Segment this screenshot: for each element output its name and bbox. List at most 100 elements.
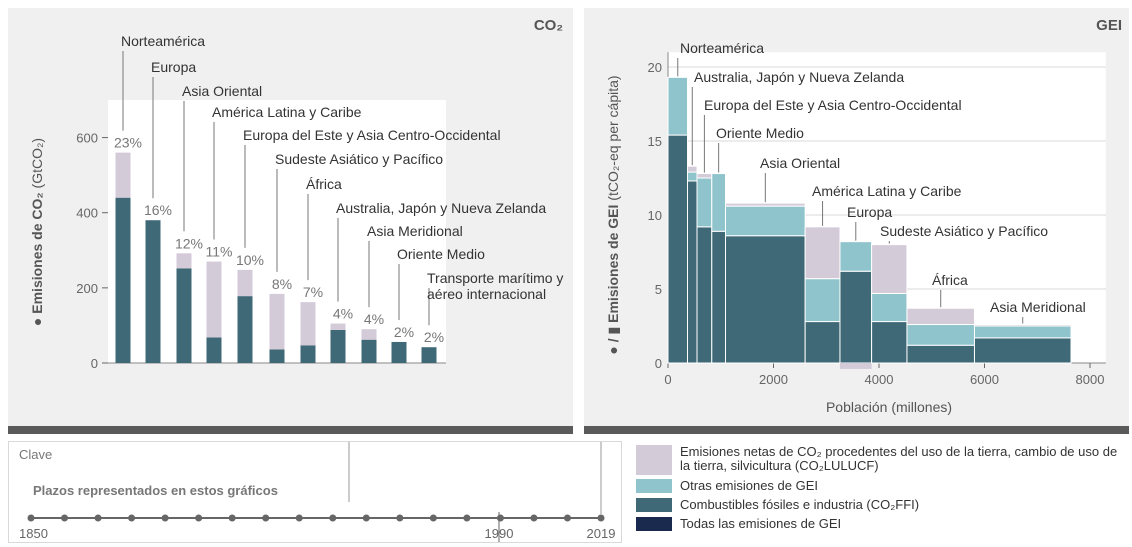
ghg-block-other xyxy=(906,324,975,346)
ghg-block-fossil xyxy=(839,270,873,364)
co2-percent-label: 4% xyxy=(364,311,384,327)
legend-label-lulucf: Emisiones netas de CO₂ procedentes del u… xyxy=(680,444,1118,473)
co2-y-tick-label: 600 xyxy=(76,131,98,146)
timeline-dot xyxy=(563,514,571,522)
timeline-dot xyxy=(362,514,370,522)
ghg-y-tick-label: 10 xyxy=(648,208,662,223)
co2-percent-label: 2% xyxy=(394,324,414,340)
ghg-region-label: Sudeste Asiático y Pacífico xyxy=(880,223,1048,239)
legend-swatch-lulucf xyxy=(636,445,672,475)
timeline-dot xyxy=(61,514,69,522)
legend-item-lulucf: Emisiones netas de CO₂ procedentes del u… xyxy=(636,445,1126,475)
timeline-dot xyxy=(329,514,337,522)
co2-category-label: Oriente Medio xyxy=(397,246,485,262)
co2-bar-lulucf xyxy=(176,253,192,269)
ghg-block-other xyxy=(711,173,726,232)
year-mid: 1990 xyxy=(485,526,514,541)
ghg-block-fossil xyxy=(711,230,726,364)
ghg-block-fossil xyxy=(696,226,713,364)
co2-category-label: Norteamérica xyxy=(121,33,205,49)
ghg-region-label: Europa del Este y Asia Centro-Occidental xyxy=(704,97,962,113)
timeline-dot xyxy=(597,514,605,522)
ghg-block-fossil xyxy=(871,321,908,364)
legend: Emisiones netas de CO₂ procedentes del u… xyxy=(636,445,1126,533)
ghg-block-other xyxy=(687,171,698,182)
co2-category-label: América Latina y Caribe xyxy=(212,104,362,120)
ghg-y-axis-label: ● / ▮ Emisiones de GEI (tCO₂-eq per cápi… xyxy=(605,75,621,354)
timeline-dot xyxy=(496,514,504,522)
timeline-dot xyxy=(27,514,35,522)
co2-y-tick-label: 0 xyxy=(91,356,98,371)
co2-bar-lulucf xyxy=(361,329,377,340)
legend-label-fossil: Combustibles fósiles e industria (CO₂FFI… xyxy=(680,497,920,512)
ghg-region-label: Oriente Medio xyxy=(716,125,804,141)
timeline-dot xyxy=(228,514,236,522)
co2-percent-label: 11% xyxy=(206,244,233,260)
ghg-y-tick-label: 20 xyxy=(648,60,662,75)
timeline-dot xyxy=(429,514,437,522)
co2-bar-fossil xyxy=(269,349,285,363)
co2-percent-label: 8% xyxy=(272,276,292,292)
co2-category-label: Transporte marítimo y xyxy=(427,270,563,286)
ghg-region-label: Norteamérica xyxy=(680,40,764,56)
ghg-block-other xyxy=(667,76,689,136)
ghg-block-fossil xyxy=(804,321,841,364)
co2-bar-lulucf xyxy=(115,152,131,198)
co2-bar-fossil xyxy=(391,341,407,363)
ghg-block-other xyxy=(839,241,873,272)
co2-percent-label: 10% xyxy=(236,252,264,268)
co2-bar-fossil xyxy=(176,268,192,363)
co2-bar-fossil xyxy=(145,220,161,363)
co2-bar-fossil xyxy=(330,329,346,363)
ghg-y-tick-label: 5 xyxy=(655,282,662,297)
co2-percent-label: 16% xyxy=(144,202,172,218)
ghg-x-axis-label: Población (millones) xyxy=(826,399,952,415)
ghg-y-tick-label: 15 xyxy=(648,134,662,149)
ghg-block-fossil xyxy=(906,344,975,364)
ghg-x-tick-label: 2000 xyxy=(759,372,788,387)
ghg-x-tick-label: 4000 xyxy=(865,372,894,387)
co2-percent-label: 12% xyxy=(175,235,203,251)
co2-bar-fossil xyxy=(300,345,316,363)
ghg-block-fossil xyxy=(724,235,806,364)
ghg-block-other xyxy=(871,292,908,323)
ghg-region-label: Asia Meridional xyxy=(990,299,1086,315)
ghg-block-fossil xyxy=(973,337,1072,364)
timeline-graphic: 1850 1990 2019 xyxy=(19,442,615,542)
panel-right-footer-bar xyxy=(584,426,1129,434)
ghg-block-lulucf xyxy=(871,244,908,294)
co2-bar-fossil xyxy=(206,337,222,363)
co2-bar-lulucf xyxy=(269,293,285,350)
year-start: 1850 xyxy=(19,526,48,541)
co2-bar-fossil xyxy=(115,197,131,363)
legend-swatch-fossil xyxy=(636,498,672,512)
co2-category-label: Europa del Este y Asia Centro-Occidental xyxy=(243,127,501,143)
ghg-variable-width-chart: 0 5 10 15 20 0 2000 4000 6000 8000 Población (mill… xyxy=(605,40,1106,415)
co2-percent-label: 2% xyxy=(424,329,444,345)
ghg-region-label: Europa xyxy=(847,204,892,220)
ghg-block-lulucf xyxy=(687,165,698,173)
legend-item-all: Todas las emisiones de GEI xyxy=(636,517,1126,531)
co2-percent-label: 23% xyxy=(114,135,142,151)
co2-y-axis-label: ● Emisiones de CO₂ (GtCO₂) xyxy=(29,138,45,326)
co2-corner-label: CO₂ xyxy=(534,17,563,34)
legend-swatch-all xyxy=(636,517,672,531)
ghg-block-lulucf xyxy=(973,324,1072,327)
timeline-dot xyxy=(128,514,136,522)
co2-category-label: África xyxy=(306,176,342,192)
co2-category-label: Europa xyxy=(151,59,196,75)
co2-percent-label: 7% xyxy=(303,284,323,300)
ghg-block-lulucf-negative xyxy=(839,363,872,369)
co2-y-tick-label: 200 xyxy=(76,281,98,296)
legend-swatch-other xyxy=(636,479,672,493)
co2-category-label: Australia, Japón y Nueva Zelanda xyxy=(336,200,546,216)
ghg-block-lulucf xyxy=(804,226,841,280)
ghg-region-label: Australia, Japón y Nueva Zelanda xyxy=(694,69,904,85)
co2-bar-chart: 0 200 400 600 ● Emisiones de CO₂ (GtCO₂) 23% N… xyxy=(29,33,563,371)
legend-label-other: Otras emisiones de GEI xyxy=(680,478,818,493)
timeline-dot xyxy=(295,514,303,522)
legend-item-other: Otras emisiones de GEI xyxy=(636,479,1126,493)
ghg-x-tick-label: 0 xyxy=(664,372,671,387)
co2-y-tick-label: 400 xyxy=(76,206,98,221)
